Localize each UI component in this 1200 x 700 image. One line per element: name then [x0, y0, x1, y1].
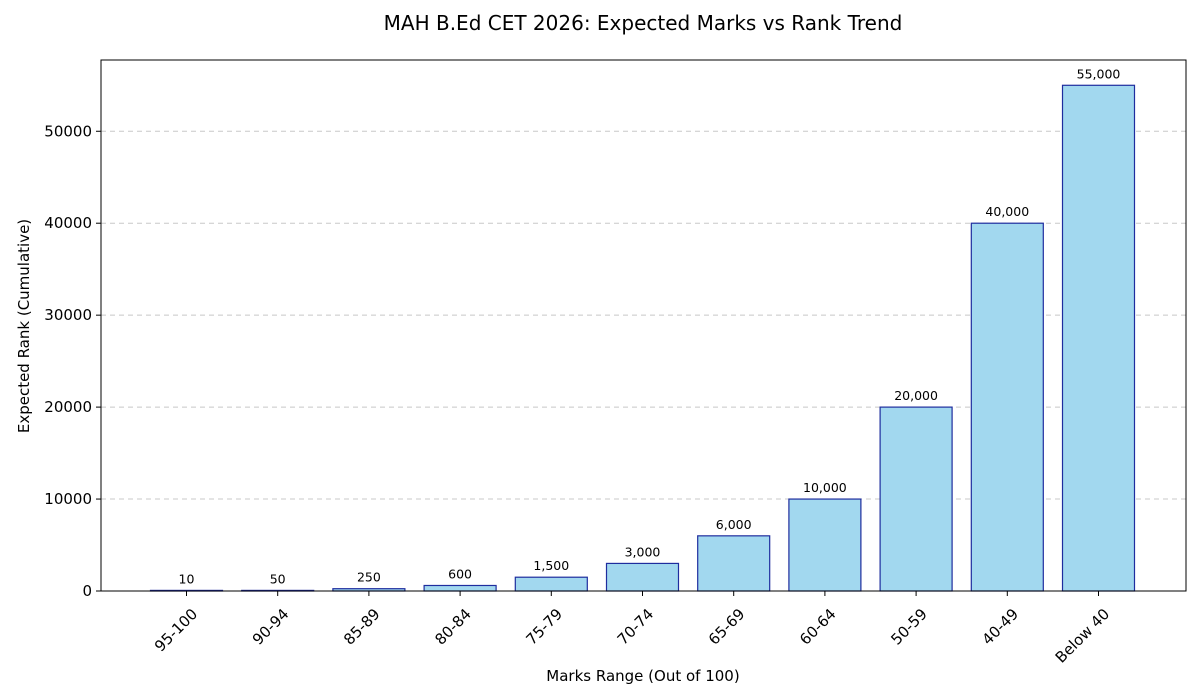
x-axis-label: Marks Range (Out of 100) — [546, 667, 739, 685]
bar-value-label: 600 — [448, 566, 472, 581]
bar-value-label: 50 — [270, 571, 286, 586]
bar — [1061, 84, 1136, 592]
bar — [697, 535, 771, 592]
bar-value-label: 40,000 — [985, 204, 1029, 219]
x-tick-label: 60-64 — [796, 605, 840, 649]
data-labels: 10 50 250 600 1,500 3,000 6,000 10,000 20,000 40,… — [179, 66, 1121, 586]
x-tick-label: Below 40 — [1052, 605, 1114, 667]
y-tick-label: 40000 — [44, 214, 92, 232]
bar-value-label: 10,000 — [803, 480, 847, 495]
y-axis-label: Expected Rank (Cumulative) — [15, 219, 33, 433]
y-tick-label: 30000 — [44, 306, 92, 324]
x-tick-label: 50-59 — [887, 605, 931, 649]
bar — [970, 222, 1044, 592]
bar-value-label: 1,500 — [533, 558, 569, 573]
x-tick-label: 80-84 — [431, 605, 475, 649]
bar — [514, 576, 588, 592]
bar-value-label: 250 — [357, 570, 381, 585]
y-tick-label: 50000 — [44, 122, 92, 140]
bar-value-label: 10 — [179, 571, 195, 586]
bar-value-label: 3,000 — [625, 544, 661, 559]
bar-value-label: 55,000 — [1077, 66, 1121, 81]
y-tick-label: 10000 — [44, 490, 92, 508]
bar — [423, 584, 497, 592]
y-tick-label: 20000 — [44, 398, 92, 416]
plot-frame — [100, 59, 1187, 592]
bar — [879, 406, 953, 592]
x-tick-label: 40-49 — [978, 605, 1022, 649]
bar — [605, 562, 680, 592]
bar-value-label: 6,000 — [716, 517, 752, 532]
bar-value-label: 20,000 — [894, 388, 938, 403]
x-tick-label: 70-74 — [614, 605, 658, 649]
x-tick-label: 85-89 — [340, 605, 384, 649]
bar — [788, 498, 862, 592]
x-tick-label: 95-100 — [151, 605, 201, 655]
x-tick-label: 65-69 — [705, 605, 749, 649]
y-axis-ticks: 0 10000 20000 30000 40000 50000 — [44, 122, 101, 600]
x-tick-label: 90-94 — [249, 605, 293, 649]
x-axis-ticks: 95-100 90-94 85-89 80-84 75-79 70-74 65-69 60-6… — [151, 591, 1113, 667]
chart-title: MAH B.Ed CET 2026: Expected Marks vs Ran… — [384, 11, 903, 35]
y-tick-label: 0 — [82, 582, 92, 600]
x-tick-label: 75-79 — [522, 605, 566, 649]
bars — [149, 84, 1136, 592]
